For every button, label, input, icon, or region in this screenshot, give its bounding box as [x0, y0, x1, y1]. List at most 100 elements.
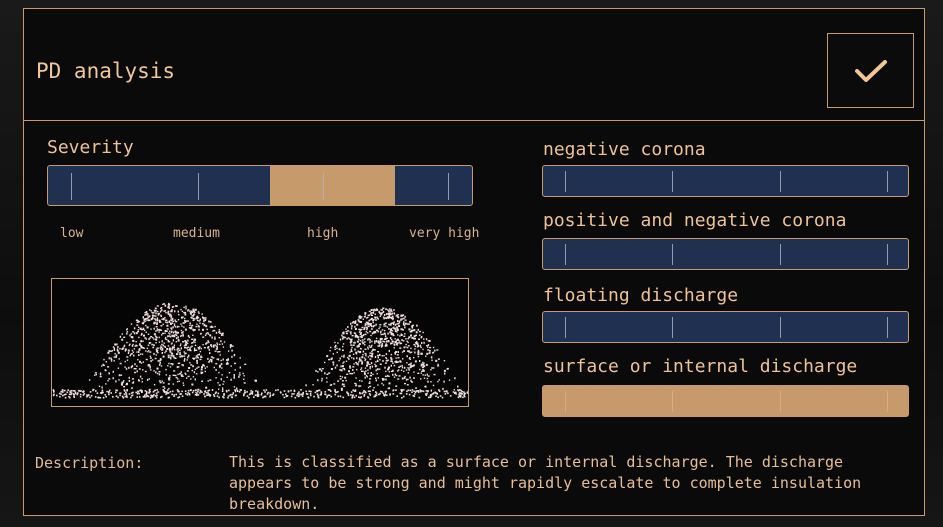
scatter-point [463, 394, 465, 397]
scatter-point [430, 356, 433, 359]
scatter-point [170, 363, 172, 365]
scatter-point [200, 356, 203, 358]
scatter-point [157, 314, 160, 316]
scatter-point [180, 308, 182, 311]
scatter-point [146, 378, 149, 381]
scatter-point [409, 320, 412, 323]
scatter-point [250, 392, 252, 394]
scatter-point [155, 336, 158, 339]
scatter-point [108, 391, 110, 394]
scatter-point [157, 391, 160, 393]
scatter-point [167, 311, 169, 314]
scatter-point [176, 348, 178, 351]
scatter-point [213, 366, 215, 369]
scatter-point [430, 394, 432, 396]
scatter-point [221, 390, 224, 393]
scatter-point [381, 308, 384, 311]
scatter-point [298, 395, 300, 397]
scatter-point [342, 383, 345, 386]
scatter-point [111, 358, 113, 361]
scatter-point [83, 392, 86, 395]
scatter-point [157, 310, 159, 313]
scatter-point [373, 387, 375, 389]
scatter-point [405, 369, 408, 371]
scatter-point [376, 308, 379, 311]
scatter-point [326, 396, 328, 399]
severity-tick [198, 173, 199, 200]
scatter-point [365, 370, 367, 372]
scatter-point [176, 380, 179, 383]
scatter-point [113, 356, 115, 358]
scatter-point [159, 310, 162, 313]
scatter-point [354, 382, 357, 385]
scatter-point [221, 387, 224, 389]
scatter-point [160, 325, 163, 327]
scatter-point [343, 331, 345, 334]
scatter-point [372, 373, 374, 376]
scatter-point [174, 326, 177, 328]
scatter-point [267, 391, 269, 394]
scatter-point [409, 389, 412, 392]
scatter-point [298, 393, 300, 395]
scatter-point [367, 390, 370, 393]
class-label-positive-negative-corona: positive and negative corona [543, 210, 847, 231]
scatter-point [73, 390, 75, 392]
scatter-point [175, 376, 178, 379]
scatter-point [119, 362, 122, 365]
scatter-point [148, 338, 150, 341]
scatter-point [417, 372, 420, 374]
scatter-point [405, 346, 407, 348]
scatter-point [182, 334, 184, 337]
scatter-point [379, 326, 381, 328]
scatter-point [411, 381, 414, 383]
scatter-point [216, 345, 218, 348]
scatter-point [73, 395, 75, 398]
confirm-button[interactable] [827, 33, 914, 108]
scatter-point [353, 344, 355, 346]
severity-level-high: high [307, 226, 339, 241]
scatter-point [408, 363, 410, 366]
scatter-point [195, 325, 198, 328]
scatter-point [173, 395, 175, 397]
scatter-point [375, 369, 377, 372]
scatter-point [296, 392, 299, 395]
scatter-point [126, 329, 128, 331]
scatter-point [175, 334, 177, 336]
scatter-point [437, 396, 439, 399]
scatter-point [367, 386, 370, 389]
scatter-point [257, 390, 259, 392]
scatter-point [216, 343, 219, 346]
scatter-point [447, 392, 449, 395]
scatter-point [384, 375, 387, 377]
scatter-point [411, 391, 413, 393]
scatter-point [356, 357, 358, 360]
scatter-point [159, 363, 161, 366]
scatter-point [332, 361, 334, 364]
scatter-point [395, 343, 398, 346]
scatter-point [146, 326, 149, 329]
scatter-point [131, 387, 133, 389]
scatter-point [395, 389, 397, 391]
scatter-point [414, 338, 416, 340]
scatter-point [443, 390, 446, 393]
scatter-point [186, 394, 189, 396]
scatter-point [172, 326, 174, 329]
scatter-point [401, 389, 404, 391]
scatter-point [357, 345, 359, 347]
scatter-point [233, 376, 235, 379]
scatter-point [389, 316, 391, 319]
scatter-point [192, 317, 195, 320]
scatter-point [387, 387, 390, 390]
scatter-point [372, 308, 374, 311]
scatter-point [349, 338, 351, 340]
scatter-point [66, 391, 69, 393]
scatter-point [201, 313, 203, 315]
scatter-point [218, 388, 220, 390]
scatter-point [324, 393, 326, 395]
scatter-point [371, 344, 373, 347]
scatter-point [384, 317, 387, 319]
scatter-point [399, 347, 401, 349]
scatter-point [154, 357, 157, 360]
scatter-point [121, 384, 123, 386]
scatter-point [329, 390, 332, 392]
